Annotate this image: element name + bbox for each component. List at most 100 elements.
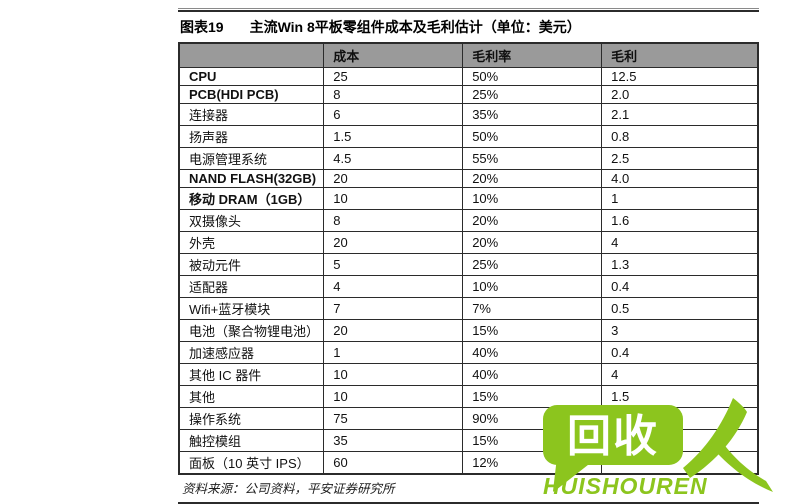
cell-name: 被动元件 bbox=[178, 253, 325, 276]
cell-cost: 10 bbox=[323, 187, 464, 210]
table-row: 其他 IC 器件 10 40% 4 bbox=[178, 363, 759, 386]
speech-bubble-icon: 回收 bbox=[543, 405, 683, 492]
cell-margin: 0.4 bbox=[601, 275, 759, 298]
cell-margin: 12.5 bbox=[601, 67, 759, 86]
cell-cost: 7 bbox=[323, 297, 464, 320]
cell-name: 触控模组 bbox=[178, 429, 325, 452]
cell-cost: 25 bbox=[323, 67, 464, 86]
cell-name: 外壳 bbox=[178, 231, 325, 254]
table-header: 成本 毛利率 毛利 bbox=[178, 42, 759, 68]
cell-name: NAND FLASH(32GB) bbox=[178, 169, 325, 188]
header-margin-rate: 毛利率 bbox=[462, 42, 603, 68]
cell-margin_rate: 7% bbox=[462, 297, 603, 320]
figure-number: 图表19 bbox=[180, 19, 224, 35]
header-cost: 成本 bbox=[323, 42, 464, 68]
table-row: 外壳 20 20% 4 bbox=[178, 231, 759, 254]
table-row: 电源管理系统 4.5 55% 2.5 bbox=[178, 147, 759, 170]
cell-margin_rate: 50% bbox=[462, 67, 603, 86]
cell-name: 其他 IC 器件 bbox=[178, 363, 325, 386]
watermark-logo: 回收 bbox=[543, 398, 773, 492]
figure-block: 图表19 主流Win 8平板零组件成本及毛利估计（单位：美元） 成本 毛利率 毛利… bbox=[178, 8, 759, 504]
cell-margin: 4 bbox=[601, 231, 759, 254]
watermark: 回收 HUISHOUREN bbox=[537, 395, 782, 500]
cell-cost: 35 bbox=[323, 429, 464, 452]
table-row: Wifi+蓝牙模块 7 7% 0.5 bbox=[178, 297, 759, 320]
table-body: CPU 25 50% 12.5 PCB(HDI PCB) 8 25% 2.0 连接器 6 35% 2.… bbox=[178, 67, 759, 475]
figure-title: 图表19 主流Win 8平板零组件成本及毛利估计（单位：美元） bbox=[178, 14, 759, 42]
cell-cost: 4.5 bbox=[323, 147, 464, 170]
cell-margin_rate: 10% bbox=[462, 275, 603, 298]
cell-margin: 0.5 bbox=[601, 297, 759, 320]
cell-margin: 1.5 bbox=[601, 385, 759, 408]
cell-margin: 1.6 bbox=[601, 209, 759, 232]
table-row: CPU 25 50% 12.5 bbox=[178, 67, 759, 86]
cell-margin: 4 bbox=[601, 363, 759, 386]
cell-margin_rate: 50% bbox=[462, 125, 603, 148]
cell-margin_rate: 25% bbox=[462, 85, 603, 104]
cell-margin_rate: 20% bbox=[462, 231, 603, 254]
cell-margin: 2.0 bbox=[601, 85, 759, 104]
person-glyph-icon bbox=[683, 398, 773, 492]
cell-cost: 20 bbox=[323, 319, 464, 342]
table-row: 双摄像头 8 20% 1.6 bbox=[178, 209, 759, 232]
table-row: PCB(HDI PCB) 8 25% 2.0 bbox=[178, 85, 759, 104]
cell-margin_rate: 25% bbox=[462, 253, 603, 276]
cell-name: 操作系统 bbox=[178, 407, 325, 430]
cell-name: CPU bbox=[178, 67, 325, 86]
cell-name: 移动 DRAM（1GB） bbox=[178, 187, 325, 210]
cell-name: 其他 bbox=[178, 385, 325, 408]
cell-margin: 4.0 bbox=[601, 169, 759, 188]
top-rule bbox=[178, 8, 759, 12]
cell-name: 加速感应器 bbox=[178, 341, 325, 364]
cell-name: 电池（聚合物锂电池） bbox=[178, 319, 325, 342]
cell-margin: 2.5 bbox=[601, 147, 759, 170]
recycle-logo-text: 回收 bbox=[567, 412, 659, 461]
cell-cost: 8 bbox=[323, 209, 464, 232]
cell-name: PCB(HDI PCB) bbox=[178, 85, 325, 104]
cell-cost: 4 bbox=[323, 275, 464, 298]
cell-margin_rate: 55% bbox=[462, 147, 603, 170]
header-component bbox=[178, 42, 325, 68]
cell-margin: 3 bbox=[601, 319, 759, 342]
table-row: 移动 DRAM（1GB） 10 10% 1 bbox=[178, 187, 759, 210]
cell-cost: 6 bbox=[323, 103, 464, 126]
cell-name: 适配器 bbox=[178, 275, 325, 298]
cell-name: Wifi+蓝牙模块 bbox=[178, 297, 325, 320]
cell-name: 电源管理系统 bbox=[178, 147, 325, 170]
cell-name: 双摄像头 bbox=[178, 209, 325, 232]
cell-cost: 20 bbox=[323, 169, 464, 188]
cell-margin: 1.3 bbox=[601, 253, 759, 276]
table-row: 适配器 4 10% 0.4 bbox=[178, 275, 759, 298]
cell-margin_rate: 10% bbox=[462, 187, 603, 210]
watermark-brand-text: HUISHOUREN bbox=[543, 473, 708, 499]
cell-name: 面板（10 英寸 IPS） bbox=[178, 451, 325, 475]
component-cost-table: 成本 毛利率 毛利 CPU 25 50% 12.5 PCB(HDI PCB) 8 25% 2.… bbox=[178, 42, 759, 475]
cell-margin: 0.8 bbox=[601, 125, 759, 148]
cell-cost: 60 bbox=[323, 451, 464, 475]
header-row: 成本 毛利率 毛利 bbox=[178, 42, 759, 68]
cell-cost: 75 bbox=[323, 407, 464, 430]
cell-cost: 8 bbox=[323, 85, 464, 104]
table-row: 扬声器 1.5 50% 0.8 bbox=[178, 125, 759, 148]
cell-cost: 1.5 bbox=[323, 125, 464, 148]
cell-margin_rate: 40% bbox=[462, 341, 603, 364]
table-row: 被动元件 5 25% 1.3 bbox=[178, 253, 759, 276]
cell-margin_rate: 40% bbox=[462, 363, 603, 386]
cell-cost: 10 bbox=[323, 363, 464, 386]
cell-margin_rate: 35% bbox=[462, 103, 603, 126]
cell-cost: 5 bbox=[323, 253, 464, 276]
figure-name: 主流Win 8平板零组件成本及毛利估计（单位：美元） bbox=[249, 19, 581, 35]
cell-name: 扬声器 bbox=[178, 125, 325, 148]
cell-margin_rate: 20% bbox=[462, 209, 603, 232]
cell-margin: 0.4 bbox=[601, 341, 759, 364]
cell-cost: 20 bbox=[323, 231, 464, 254]
table-row: 连接器 6 35% 2.1 bbox=[178, 103, 759, 126]
cell-cost: 1 bbox=[323, 341, 464, 364]
cell-name: 连接器 bbox=[178, 103, 325, 126]
cell-margin_rate: 15% bbox=[462, 319, 603, 342]
table-row: 电池（聚合物锂电池） 20 15% 3 bbox=[178, 319, 759, 342]
cell-cost: 10 bbox=[323, 385, 464, 408]
table-row: 加速感应器 1 40% 0.4 bbox=[178, 341, 759, 364]
table-row: NAND FLASH(32GB) 20 20% 4.0 bbox=[178, 169, 759, 188]
header-margin: 毛利 bbox=[601, 42, 759, 68]
